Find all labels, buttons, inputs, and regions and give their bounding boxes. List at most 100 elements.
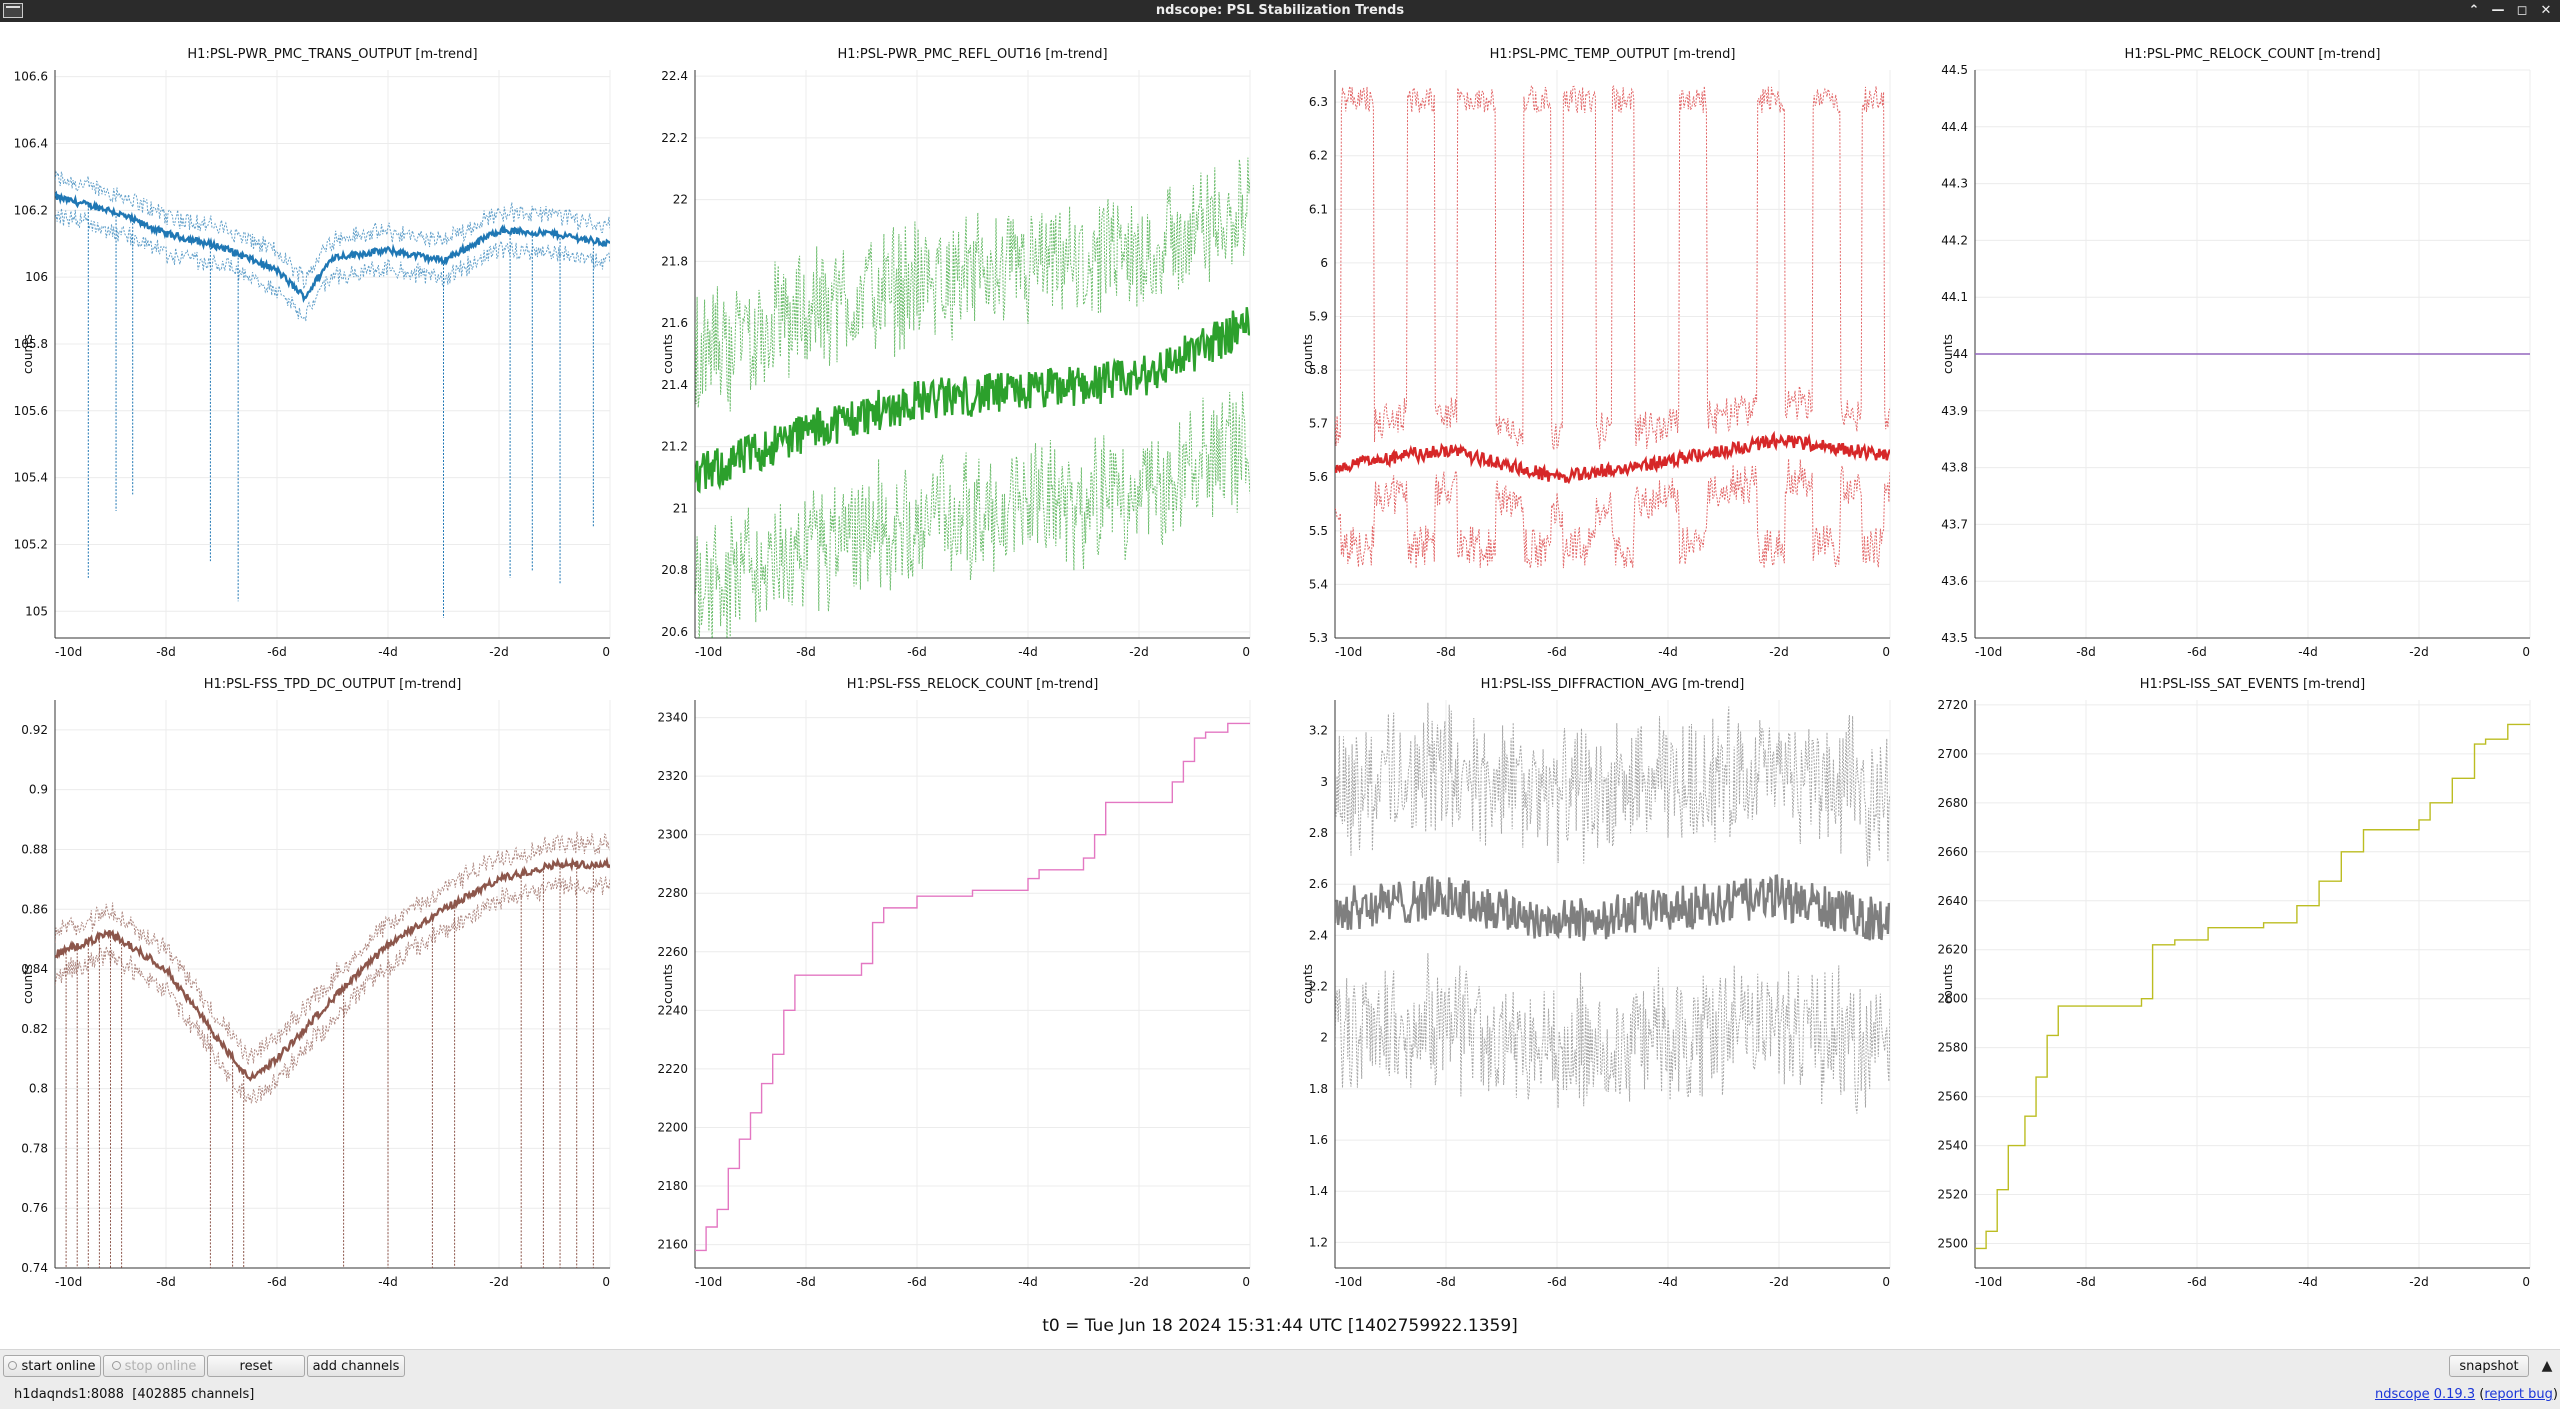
y-tick-label: 21 [673,501,688,515]
snapshot-button[interactable]: snapshot [2449,1355,2529,1377]
x-tick-label: -10d [1975,1275,2002,1289]
x-tick-label: -10d [1335,645,1362,659]
y-tick-label: 2180 [657,1179,688,1193]
y-tick-label: 21.6 [661,316,688,330]
report-bug-link[interactable]: report bug [2484,1387,2553,1402]
plot-title: H1:PSL-PWR_PMC_REFL_OUT16 [m-trend] [837,47,1107,62]
y-tick-label: 1.8 [1309,1082,1328,1096]
plot-panel[interactable]: H1:PSL-PMC_TEMP_OUTPUT [m-trend]counts5.… [1301,47,1891,659]
y-tick-label: 0.76 [21,1201,48,1215]
y-tick-label: 0.74 [21,1261,48,1275]
trace-mean [1335,430,1890,485]
x-tick-label: -2d [2409,645,2429,659]
y-tick-label: 1.6 [1309,1133,1328,1147]
y-tick-label: 21.4 [661,378,688,392]
y-tick-label: 105.2 [14,537,48,551]
trace-max [695,157,1250,412]
x-tick-label: 0 [602,1275,610,1289]
y-tick-label: 44.1 [1941,290,1968,304]
app-menu-icon[interactable] [3,3,23,18]
y-tick-label: 20.6 [661,625,688,639]
maximize-icon[interactable]: ◻ [2516,3,2528,18]
start-online-button[interactable]: start online [3,1355,101,1377]
y-tick-label: 2720 [1937,698,1968,712]
y-tick-label: 105 [25,604,48,618]
plot-panel[interactable]: H1:PSL-ISS_SAT_EVENTS [m-trend] counts 250… [1937,677,2531,1289]
y-tick-label: 5.3 [1309,631,1328,645]
chevron-up-icon[interactable]: ⌃ [2468,3,2480,18]
y-tick-label: 6.3 [1309,95,1328,109]
trace-mean [695,307,1250,494]
x-tick-label: -8d [156,1275,176,1289]
y-tick-label: 21.8 [661,254,688,268]
y-tick-label: 3.2 [1309,724,1328,738]
x-tick-label: -10d [55,1275,82,1289]
y-tick-label: 2700 [1937,747,1968,761]
window-title: ndscope: PSL Stabilization Trends [1155,3,1405,18]
y-tick-label: 2220 [657,1062,688,1076]
x-tick-label: -10d [55,645,82,659]
y-tick-label: 5.5 [1309,524,1328,538]
trace-min [55,876,610,1104]
x-tick-label: -6d [1547,645,1567,659]
t0-label: t0 = Tue Jun 18 2024 15:31:44 UTC [14027… [1042,1316,1518,1336]
y-tick-label: 2320 [657,769,688,783]
trace-line [695,722,1250,1252]
y-tick-label: 1.2 [1309,1235,1328,1249]
y-tick-label: 2 [1320,1031,1328,1045]
x-tick-label: -2d [1129,1275,1149,1289]
ndscope-link[interactable]: ndscope [2374,1387,2430,1402]
plot-panel[interactable]: H1:PSL-PMC_RELOCK_COUNT [m-trend]counts4… [1941,47,2531,659]
x-tick-label: -2d [1769,645,1789,659]
x-tick-label: -2d [1129,645,1149,659]
plot-panel[interactable]: H1:PSL-FSS_RELOCK_COUNT [m-trend]counts2… [657,677,1251,1289]
close-icon[interactable]: ✕ [2540,3,2552,18]
trace-min [1335,953,1890,1114]
stop-online-label: stop online [124,1359,197,1374]
radio-icon [111,1361,121,1370]
x-tick-label: -8d [1436,1275,1456,1289]
x-tick-label: -4d [1658,1275,1678,1289]
trace-max [1335,702,1890,867]
reset-button[interactable]: reset [207,1355,305,1377]
y-axis-label: counts [661,964,675,1004]
version-link[interactable]: 0.19.3 [2433,1387,2476,1402]
y-tick-label: 2240 [657,1003,688,1017]
y-tick-label: 2300 [657,828,688,842]
y-tick-label: 2.6 [1309,877,1328,891]
x-tick-label: -10d [1975,645,2002,659]
y-tick-label: 105.4 [14,471,48,485]
y-tick-label: 6.1 [1309,202,1328,216]
plot-panel[interactable]: H1:PSL-ISS_DIFFRACTION_AVG [m-trend] coun… [1301,677,1891,1289]
plot-title: H1:PSL-FSS_RELOCK_COUNT [m-trend] [847,677,1099,692]
y-tick-label: 5.6 [1309,470,1328,484]
statusbar: h1daqnds1:8088 [402885 channels] ndscope… [0,1380,2560,1409]
minimize-icon[interactable]: — [2491,3,2505,18]
x-tick-label: -4d [1018,645,1038,659]
y-tick-label: 5.7 [1309,417,1328,431]
y-tick-label: 44 [1953,347,1968,361]
y-tick-label: 2560 [1937,1090,1968,1104]
x-tick-label: -2d [489,645,509,659]
y-tick-label: 6 [1320,256,1328,270]
y-axis-label: counts [21,334,35,374]
plot-panel[interactable]: H1:PSL-PWR_PMC_TRANS_OUTPUT [m-trend] cou… [14,47,611,659]
y-tick-label: 105.8 [14,337,48,351]
stop-online-button[interactable]: stop online [103,1355,205,1377]
plot-grid[interactable]: H1:PSL-PWR_PMC_TRANS_OUTPUT [m-trend] cou… [0,22,2560,1327]
x-tick-label: -8d [2076,1275,2096,1289]
y-tick-label: 2.2 [1309,980,1328,994]
x-tick-label: -4d [1018,1275,1038,1289]
x-tick-label: 0 [2522,1275,2530,1289]
x-tick-label: -2d [2409,1275,2429,1289]
y-tick-label: 21.2 [661,440,688,454]
plot-canvas[interactable]: H1:PSL-PWR_PMC_TRANS_OUTPUT [m-trend] cou… [0,22,2560,1327]
y-axis-label: counts [1941,334,1955,374]
expand-up-icon[interactable]: ▲ [2541,1358,2553,1374]
x-tick-label: 0 [602,645,610,659]
plot-panel[interactable]: H1:PSL-FSS_TPD_DC_OUTPUT [m-trend] counts… [21,677,611,1289]
x-tick-label: -8d [796,645,816,659]
y-tick-label: 43.9 [1941,404,1968,418]
plot-panel[interactable]: H1:PSL-PWR_PMC_REFL_OUT16 [m-trend] count… [661,47,1251,659]
add-channels-button[interactable]: add channels [307,1355,405,1377]
